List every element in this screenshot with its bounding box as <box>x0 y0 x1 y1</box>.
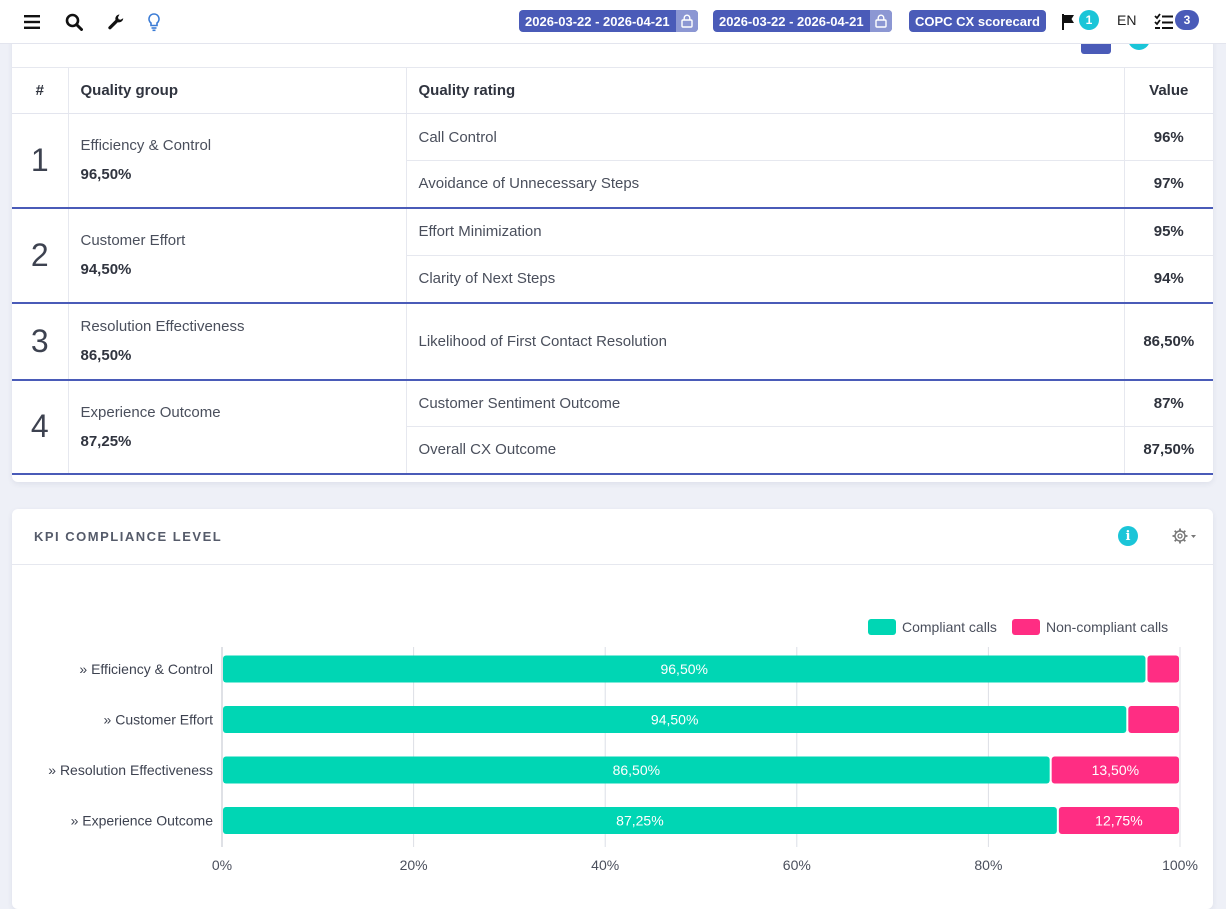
rating-value: 87,50% <box>1124 426 1213 475</box>
header-quality-rating: Quality rating <box>406 67 1125 114</box>
lock-icon <box>869 10 892 32</box>
scorecard-name: COPC CX scorecard <box>915 13 1040 29</box>
compliant-bar <box>223 655 1146 683</box>
compliance-card-header: KPI COMPLIANCE LEVEL i <box>12 509 1213 565</box>
compliance-bar-chart: 0% 20% 40% 60% 80% 100% » Efficiency & Control… <box>48 619 1198 873</box>
date-range-pill-1[interactable]: 2026-03-22 - 2026-04-21 <box>519 10 698 32</box>
wrench-icon[interactable] <box>104 10 128 34</box>
non-compliant-bar <box>1058 807 1179 834</box>
table-row: 3 Resolution Effectiveness 86,50% Likeli… <box>12 302 1213 381</box>
table-row: Overall CX Outcome 87,50% <box>12 426 1213 475</box>
group-name: Customer Effort <box>80 232 186 249</box>
bar-value-label: 12,75% <box>1095 813 1142 829</box>
non-compliant-bar <box>1147 655 1179 683</box>
non-compliant-bar <box>1128 706 1179 733</box>
category-label: » Customer Effort <box>104 712 214 728</box>
x-tick-label: 100% <box>1162 857 1198 873</box>
top-bar: 2026-03-22 - 2026-04-21 2026-03-22 - 202… <box>0 0 1226 44</box>
group-number: 1 <box>12 113 69 209</box>
header-quality-group: Quality group <box>68 67 407 114</box>
scorecard-pill[interactable]: COPC CX scorecard <box>909 10 1046 32</box>
rating-name: Effort Minimization <box>406 207 1125 256</box>
flag-icon[interactable] <box>1057 10 1081 34</box>
rating-value: 97% <box>1124 160 1213 209</box>
legend-swatch-non-compliant <box>1012 619 1040 635</box>
category-label: » Efficiency & Control <box>79 661 213 677</box>
rating-name: Clarity of Next Steps <box>406 255 1125 304</box>
x-tick-label: 20% <box>400 857 428 873</box>
rating-value: 87% <box>1124 379 1213 427</box>
group-name: Efficiency & Control <box>80 137 212 155</box>
date-range-pill-2[interactable]: 2026-03-22 - 2026-04-21 <box>713 10 892 32</box>
bar-value-label: 13,50% <box>1092 762 1139 778</box>
header-num: # <box>12 67 69 114</box>
x-tick-label: 40% <box>591 857 619 873</box>
bar-value-label: 87,25% <box>616 813 663 829</box>
group-cell: Resolution Effectiveness 86,50% <box>68 302 407 381</box>
group-cell: Efficiency & Control 96,50% <box>68 113 407 209</box>
lock-icon <box>675 10 698 32</box>
menu-icon[interactable] <box>20 10 44 34</box>
bar-value-label: 86,50% <box>613 762 660 778</box>
category-label: » Resolution Effectiveness <box>48 762 213 778</box>
rating-value: 86,50% <box>1124 302 1213 381</box>
header-value: Value <box>1124 67 1213 114</box>
legend-swatch-compliant <box>868 619 896 635</box>
x-tick-label: 0% <box>212 857 232 873</box>
bar-value-label: 94,50% <box>651 712 698 728</box>
group-cell: Customer Effort 94,50% <box>68 207 407 304</box>
rating-value: 95% <box>1124 207 1213 256</box>
x-tick-label: 80% <box>974 857 1002 873</box>
bar-value-label: 96,50% <box>660 661 707 677</box>
gear-icon[interactable] <box>1170 525 1198 547</box>
language-selector[interactable]: EN <box>1117 12 1137 28</box>
date-range-1: 2026-03-22 - 2026-04-21 <box>525 13 670 29</box>
group-name: Experience Outcome <box>80 403 221 421</box>
group-score: 86,50% <box>80 347 132 364</box>
group-name: Resolution Effectiveness <box>80 318 245 335</box>
quality-ratings-card: # Quality group Quality rating Value 1 E… <box>12 20 1213 482</box>
rating-name: Call Control <box>406 113 1125 161</box>
lightbulb-icon[interactable] <box>142 10 166 34</box>
group-score: 87,25% <box>80 432 132 450</box>
group-number: 2 <box>12 207 69 304</box>
compliant-bar <box>223 706 1127 733</box>
table-row: 4 Experience Outcome 87,25% Customer Sen… <box>12 379 1213 475</box>
category-label: » Experience Outcome <box>71 813 214 829</box>
legend-label: Non-compliant calls <box>1046 619 1168 635</box>
ratings-table: # Quality group Quality rating Value 1 E… <box>12 67 1213 475</box>
non-compliant-bar <box>1051 756 1179 784</box>
table-row: Avoidance of Unnecessary Steps 97% <box>12 160 1213 209</box>
date-range-2: 2026-03-22 - 2026-04-21 <box>719 13 864 29</box>
tasks-count-badge: 3 <box>1175 10 1199 30</box>
table-row: Clarity of Next Steps 94% <box>12 255 1213 304</box>
compliance-title: KPI COMPLIANCE LEVEL <box>34 529 223 544</box>
rating-name: Avoidance of Unnecessary Steps <box>406 160 1125 209</box>
table-row: 1 Efficiency & Control 96,50% Call Contr… <box>12 113 1213 209</box>
rating-name: Likelihood of First Contact Resolution <box>406 302 1125 381</box>
table-header-row: # Quality group Quality rating Value <box>12 67 1213 114</box>
x-tick-label: 60% <box>783 857 811 873</box>
task-list-icon[interactable] <box>1152 10 1176 34</box>
rating-name: Overall CX Outcome <box>406 426 1125 475</box>
rating-name: Customer Sentiment Outcome <box>406 379 1125 427</box>
group-number: 3 <box>12 302 69 381</box>
compliant-bar <box>223 807 1057 834</box>
rating-value: 94% <box>1124 255 1213 304</box>
group-score: 94,50% <box>80 261 132 278</box>
group-number: 4 <box>12 379 69 475</box>
search-icon[interactable] <box>62 10 86 34</box>
info-icon[interactable]: i <box>1118 526 1138 546</box>
flag-count-badge: 1 <box>1079 10 1099 30</box>
group-cell: Experience Outcome 87,25% <box>68 379 407 475</box>
rating-value: 96% <box>1124 113 1213 161</box>
group-score: 96,50% <box>80 166 132 184</box>
compliant-bar <box>223 756 1050 784</box>
table-row: 2 Customer Effort 94,50% Effort Minimiza… <box>12 207 1213 304</box>
legend-label: Compliant calls <box>902 619 997 635</box>
kpi-compliance-card: KPI COMPLIANCE LEVEL i 0% 20% 40% 60% 80% 100… <box>12 509 1213 909</box>
